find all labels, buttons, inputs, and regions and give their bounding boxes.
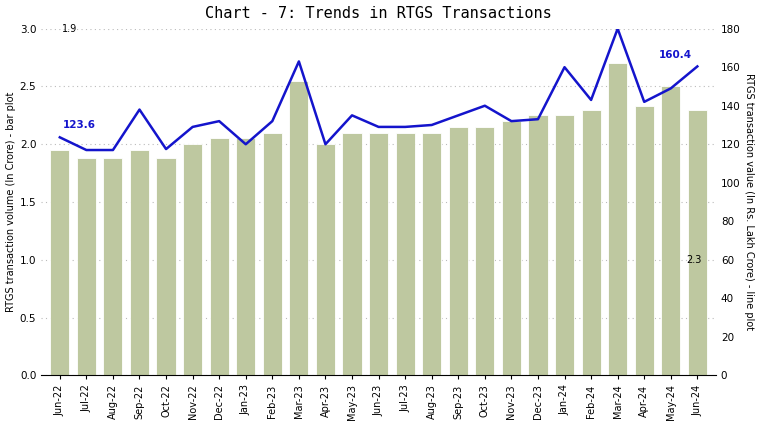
- Bar: [528, 115, 547, 375]
- Bar: [210, 138, 229, 375]
- Bar: [130, 150, 149, 375]
- Text: 2.3: 2.3: [687, 255, 702, 265]
- Bar: [157, 158, 176, 375]
- Bar: [316, 144, 335, 375]
- Bar: [635, 106, 654, 375]
- Text: 1.9: 1.9: [62, 24, 78, 34]
- Y-axis label: RTGS transaction value (In Rs. Lakh Crore) - line plot: RTGS transaction value (In Rs. Lakh Cror…: [745, 73, 755, 331]
- Bar: [50, 150, 69, 375]
- Bar: [183, 144, 202, 375]
- Title: Chart - 7: Trends in RTGS Transactions: Chart - 7: Trends in RTGS Transactions: [205, 6, 552, 20]
- Bar: [661, 86, 680, 375]
- Text: 123.6: 123.6: [62, 120, 96, 130]
- Bar: [290, 81, 309, 375]
- Bar: [555, 115, 574, 375]
- Bar: [448, 127, 468, 375]
- Bar: [475, 127, 495, 375]
- Y-axis label: RTGS transaction volume (In Crore) - bar plot: RTGS transaction volume (In Crore) - bar…: [5, 92, 15, 312]
- Bar: [502, 121, 521, 375]
- Bar: [77, 158, 96, 375]
- Bar: [395, 132, 415, 375]
- Text: 160.4: 160.4: [658, 50, 692, 60]
- Bar: [103, 158, 122, 375]
- Bar: [422, 132, 442, 375]
- Bar: [343, 132, 362, 375]
- Bar: [369, 132, 388, 375]
- Bar: [608, 63, 627, 375]
- Bar: [581, 109, 600, 375]
- Bar: [263, 132, 282, 375]
- Bar: [688, 109, 707, 375]
- Bar: [236, 138, 255, 375]
